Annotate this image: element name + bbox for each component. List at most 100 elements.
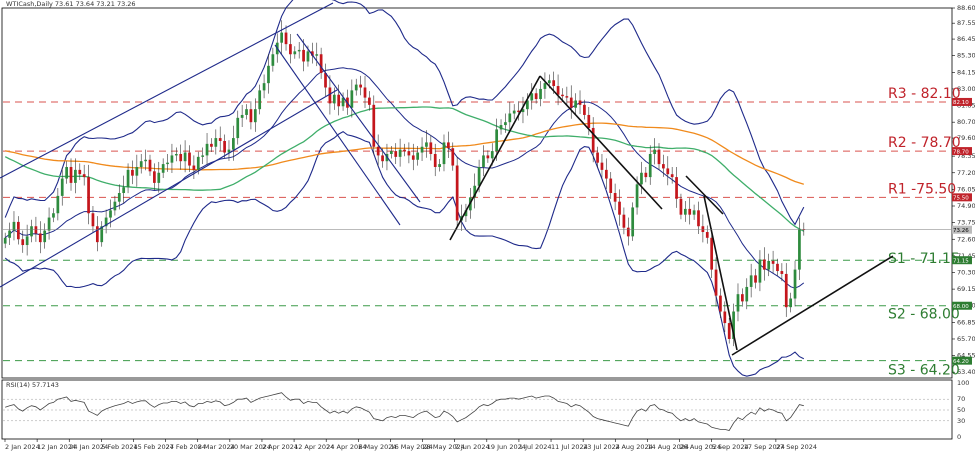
candle-down xyxy=(363,87,367,98)
candle-up xyxy=(789,298,793,308)
level-label-s1: S1 - 71.15 xyxy=(888,251,960,267)
candle-up xyxy=(262,83,266,91)
candle-up xyxy=(170,155,174,163)
candle-up xyxy=(341,97,345,107)
candle-down xyxy=(433,153,437,167)
candle-down xyxy=(719,295,722,312)
date-tick-label: 12 Jan 2024 xyxy=(37,443,76,451)
date-tick-label: 19 Jun 2024 xyxy=(487,443,526,451)
candle-up xyxy=(240,114,244,118)
candle-down xyxy=(153,171,156,183)
candle-down xyxy=(662,164,665,169)
date-tick-label: 14 Aug 2024 xyxy=(647,443,689,451)
level-badge xyxy=(952,256,972,265)
main-panel xyxy=(1,7,953,379)
candle-up xyxy=(692,210,696,215)
candle-up xyxy=(499,125,503,130)
moving-average-green xyxy=(4,106,805,232)
candle-down xyxy=(95,226,99,243)
candle-up xyxy=(648,153,652,178)
candle-up xyxy=(482,155,485,167)
candle-up xyxy=(60,178,64,196)
price-tick-label: 72.60 xyxy=(957,235,975,243)
level-badge-text: 71.15 xyxy=(953,259,969,265)
price-tick-label: 84.15 xyxy=(957,68,975,76)
candle-down xyxy=(596,152,599,163)
candle-down xyxy=(376,146,380,156)
candle-up xyxy=(43,230,47,243)
down-channel-line xyxy=(296,33,421,203)
candle-up xyxy=(183,152,187,162)
date-tick-label: 2 Jan 2024 xyxy=(5,443,40,451)
candle-up xyxy=(350,90,354,108)
candle-up xyxy=(420,146,424,153)
level-badge-text: 75.50 xyxy=(953,196,969,202)
price-tick-label: 79.60 xyxy=(957,134,975,142)
candle-down xyxy=(780,271,784,274)
candle-up xyxy=(332,94,336,104)
candle-down xyxy=(223,140,226,153)
date-tick-label: 5 Sep 2024 xyxy=(712,443,749,451)
candle-up xyxy=(139,161,143,167)
candle-up xyxy=(416,152,420,160)
price-tick-label: 80.70 xyxy=(957,118,975,126)
down-channel-line xyxy=(274,44,401,226)
candle-down xyxy=(69,166,73,183)
candle-up xyxy=(280,32,283,43)
candle-up xyxy=(354,84,358,91)
candle-up xyxy=(464,210,468,217)
candle-up xyxy=(758,259,762,283)
candle-down xyxy=(657,149,661,165)
date-tick-label: 7 Jun 2024 xyxy=(455,443,490,451)
candle-down xyxy=(455,165,459,221)
rsi-tick-label: 30 xyxy=(957,417,965,425)
candle-down xyxy=(741,294,744,302)
candle-up xyxy=(232,138,235,150)
candle-up xyxy=(122,187,126,193)
candle-up xyxy=(65,166,68,179)
candle-up xyxy=(425,142,428,147)
candle-down xyxy=(87,177,90,214)
level-label-s3: S3 - 64.20 xyxy=(888,363,960,379)
candle-down xyxy=(771,260,775,264)
candle-down xyxy=(407,151,411,156)
candle-up xyxy=(126,169,130,188)
level-label-r1: R1 -75.50 xyxy=(888,181,956,197)
channel-lower-line xyxy=(0,89,338,288)
candle-up xyxy=(30,226,33,237)
level-badge-text: 64.20 xyxy=(953,359,969,365)
rsi-label: RSI(14) 57.7143 xyxy=(6,381,59,389)
candle-up xyxy=(631,207,635,237)
candle-up xyxy=(135,166,139,176)
candle-up xyxy=(543,83,547,89)
candle-down xyxy=(381,155,384,162)
candle-down xyxy=(16,221,20,240)
candle-up xyxy=(306,51,310,62)
candle-down xyxy=(613,193,617,202)
candle-down xyxy=(534,93,538,100)
candle-down xyxy=(670,174,674,178)
candle-up xyxy=(56,195,60,214)
price-tick-label: 88.60 xyxy=(957,4,975,12)
candle-up xyxy=(574,100,577,108)
date-tick-label: 28 May 2024 xyxy=(423,443,465,451)
candle-up xyxy=(653,149,656,154)
candle-down xyxy=(403,149,406,152)
candle-up xyxy=(253,109,257,123)
price-tick-label: 71.45 xyxy=(957,252,975,260)
date-tick-label: 8 Mar 2024 xyxy=(198,443,235,451)
date-tick-label: 26 Aug 2024 xyxy=(680,443,722,451)
candle-down xyxy=(688,208,692,215)
candle-down xyxy=(705,232,709,238)
price-tick-label: 87.55 xyxy=(957,19,975,27)
candle-down xyxy=(600,162,604,170)
candle-up xyxy=(3,237,7,244)
candle-up xyxy=(539,88,542,100)
rsi-tick-label: 50 xyxy=(957,406,965,414)
candle-up xyxy=(530,93,534,101)
candle-up xyxy=(526,100,529,110)
level-label-r2: R2 - 78.70 xyxy=(888,135,961,151)
date-tick-label: 15 Feb 2024 xyxy=(133,443,173,451)
